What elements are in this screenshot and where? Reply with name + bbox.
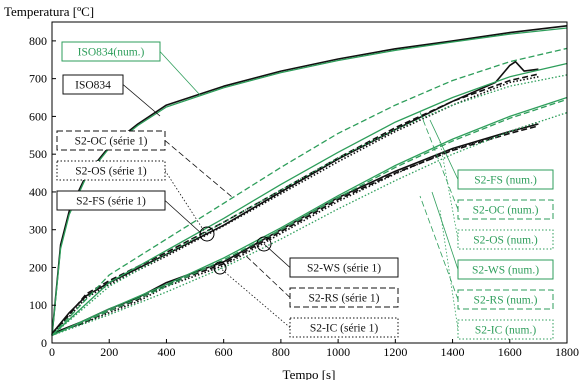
x-tick-label: 0 — [49, 345, 55, 359]
x-tick-label: 800 — [272, 345, 290, 359]
callout-line-s2-rs-s-rie-1 — [243, 253, 291, 298]
marker-circle — [213, 261, 227, 275]
marker-circle — [199, 226, 215, 242]
series-line-s2-fs-s-rie-1 — [51, 60, 539, 335]
callout-line-s2-ic-s-rie-1 — [219, 267, 291, 328]
series-lines — [51, 25, 568, 337]
series-label-s2-ic-num: S2-IC (num.) — [475, 325, 537, 337]
series-label-s2-rs-num: S2-RS (num.) — [474, 295, 538, 307]
y-axis-title: Temperatura [ºC] — [4, 4, 94, 19]
callout-line-s2-ic-num — [439, 209, 459, 330]
series-label-s2-os-s-rie-1: S2-OS (série 1) — [75, 166, 147, 178]
label-box-iso834 — [62, 74, 124, 95]
series-line-s2-os-s-rie-1 — [51, 76, 539, 335]
label-box-s2-rs-s-rie-1 — [289, 287, 399, 308]
label-box-s2-fs-s-rie-1 — [56, 190, 166, 211]
series-label-s2-fs-s-rie-1: S2-FS (série 1) — [76, 196, 146, 208]
label-box-s2-rs-num — [457, 289, 554, 310]
x-tick-label: 1600 — [498, 345, 522, 359]
x-tick-label: 1200 — [383, 345, 407, 359]
series-label-s2-rs-s-rie-1: S2-RS (série 1) — [309, 293, 380, 305]
label-box-s2-ic-num — [457, 319, 554, 340]
callout-line-s2-ws-num — [431, 191, 459, 270]
y-tick-label: 300 — [29, 223, 47, 237]
label-box-s2-ws-s-rie-1 — [289, 257, 399, 278]
y-tick-label: 500 — [29, 147, 47, 161]
callout-lines — [122, 51, 459, 330]
series-line-s2-ic-num — [51, 111, 568, 337]
label-box-s2-ws-num — [457, 259, 554, 280]
x-axis-title: Tempo [s] — [283, 367, 336, 380]
y-tick-label: 600 — [29, 109, 47, 123]
label-box-s2-fs-num — [457, 169, 554, 190]
label-box-s2-oc-num — [457, 199, 554, 220]
series-labels: ISO834 ISO834(num.) S2-OC (série 1) S2-OS (… — [56, 41, 554, 340]
x-tick-label: 200 — [100, 345, 118, 359]
callout-line-s2-rs-num — [419, 195, 459, 300]
label-box-s2-os-num — [457, 229, 554, 250]
y-tick-label: 0 — [41, 336, 47, 350]
y-tick-label: 200 — [29, 260, 47, 274]
callout-line-s2-fs-num — [429, 119, 459, 180]
series-label-s2-oc-s-rie-1: S2-OC (série 1) — [75, 136, 148, 148]
x-tick-label: 600 — [215, 345, 233, 359]
callout-line-iso834 — [122, 84, 161, 117]
marker-circle — [256, 236, 272, 252]
series-line-s2-rs-num — [51, 98, 568, 336]
series-line-s2-fs-num — [51, 62, 568, 336]
series-line-s2-oc-num — [51, 47, 568, 336]
label-box-s2-ic-s-rie-1 — [289, 317, 399, 338]
series-label-s2-ic-s-rie-1: S2-IC (série 1) — [310, 323, 379, 335]
callout-line-s2-ws-s-rie-1 — [263, 243, 291, 268]
label-box-iso834-num — [61, 41, 161, 62]
series-label-s2-ws-num: S2-WS (num.) — [472, 265, 539, 277]
callout-line-iso834-num — [159, 51, 201, 96]
callout-line-s2-os-num — [439, 141, 459, 240]
y-tick-label: 100 — [29, 298, 47, 312]
series-line-s2-oc-s-rie-1 — [51, 73, 539, 335]
callout-line-s2-oc-s-rie-1 — [164, 140, 233, 198]
y-tick-label: 800 — [29, 34, 47, 48]
series-label-s2-ws-s-rie-1: S2-WS (série 1) — [307, 263, 381, 275]
x-tick-label: 1800 — [555, 345, 579, 359]
series-label-s2-os-num: S2-OS (num.) — [473, 235, 538, 247]
series-label-s2-fs-num: S2-FS (num.) — [474, 175, 537, 187]
series-label-s2-oc-num: S2-OC (num.) — [473, 205, 539, 217]
axes: 0 200 400 600 800 1000 1200 1400 1600 1800 0 100 200… — [29, 21, 579, 359]
y-tick-label: 700 — [29, 72, 47, 86]
x-tick-label: 1400 — [441, 345, 465, 359]
plot-frame — [51, 21, 568, 344]
series-line-s2-os-num — [51, 74, 568, 336]
series-label-iso834-num: ISO834(num.) — [78, 47, 145, 59]
callout-line-s2-fs-s-rie-1 — [164, 200, 203, 235]
x-tick-label: 400 — [157, 345, 175, 359]
y-tick-label: 400 — [29, 185, 47, 199]
label-box-s2-oc-s-rie-1 — [56, 130, 166, 151]
series-label-iso834: ISO834 — [75, 80, 111, 92]
series-line-s2-ws-num — [51, 96, 568, 336]
label-box-s2-os-s-rie-1 — [56, 160, 166, 181]
series-line-s2-ic-s-rie-1 — [51, 121, 539, 335]
x-tick-label: 1000 — [326, 345, 350, 359]
